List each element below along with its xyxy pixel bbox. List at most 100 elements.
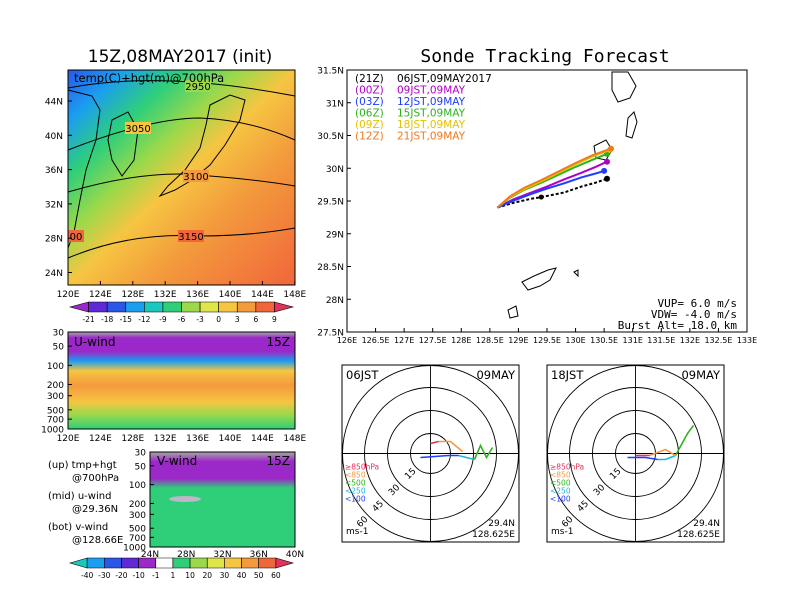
coastline-korea [107,111,139,177]
vwind-colorbar-swatch-11 [258,557,277,569]
hodo-level-0: ≥850hPa [345,463,379,472]
vwind-colorbar-label-10: 10 [185,571,195,580]
legend-time-00z: 09JST,09MAY [397,85,466,97]
map-lon-tick-136e: 136E [186,290,209,300]
vwind-colorbar-swatch-10 [241,557,259,569]
legend-time-21z: 06JST,09MAY2017 [397,73,492,85]
map-lat-tick-28n: 28N [45,235,63,245]
temp-colorbar-swatch-8 [218,301,238,313]
info-burst: Burst Alt= 18.0 km [618,319,738,332]
contour-label-bg-00 [68,230,84,242]
vwind-colorbar-swatch-4 [138,557,157,569]
island-small-2 [573,269,579,278]
hodo-lat-label: 29.4N [488,519,515,529]
legend-time-06z: 15JST,09MAY [397,108,466,120]
hodo-trace-2 [473,443,494,460]
hodo-level-0: ≥850hPa [550,463,584,472]
hodo-trace-1 [458,454,475,461]
map-lat-tick-44n: 44N [45,98,63,108]
vwind-colorbar-swatch-12 [275,557,295,569]
track-line-21z-06jst-09may2017 [497,177,608,209]
track-xtick-129e: 129E [508,336,528,345]
uwind-ytick-300: 300 [47,392,64,402]
vwind-colorbar: -40 -30 -20 -10 -1 1 10 20 30 40 50 60 [68,557,295,580]
map-lon-tick-140e: 140E [219,290,242,300]
temp-colorbar-label-15: -15 [120,315,132,324]
vwind-colorbar-label-60: 60 [271,571,281,580]
hodo-unit-label: ms-1 [551,527,573,537]
track-line-12z-21jst-09may [496,147,612,209]
track-series [496,145,614,209]
contour-label-00: 00 [70,232,83,243]
track-xtick-130e: 130E [565,336,585,345]
contour-label-3150: 3150 [178,232,203,243]
vwind-colorbar-swatch-9 [224,557,242,569]
uwind-ytick-500: 500 [47,406,64,416]
temp-colorbar-label-12: -12 [138,315,150,324]
right-title: Sonde Tracking Forecast [420,46,669,67]
legend-code-03z: (03Z) [355,96,384,108]
track-lon-ticks: 126E 126.5E 127E 127.5E 128E 128.5E 129E 129.5E… [337,328,757,345]
vwind-colorbar-label-20: 20 [202,571,212,580]
hodo-trace-1 [657,454,676,461]
temp-colorbar-swatch-0 [68,301,89,313]
contour-label-bg-3150 [178,230,204,242]
hodo-trace-0 [627,456,658,461]
track-xtick-127e: 127E [394,336,414,345]
height-contour-2950 [67,80,296,97]
vwind-ytick-30: 30 [135,449,147,459]
track-xtick-126-5e: 126.5E [362,336,390,345]
track-xtick-132e: 132E [680,336,700,345]
uwind-field [68,332,295,429]
contour-label-bg-2950 [185,80,211,92]
uwind-lon-ticks: 120E 124E 128E 132E 136E 140E 144E 148E [57,434,307,444]
hodo-level-2: <500 [550,479,571,488]
temp-colorbar-swatch-10 [255,301,275,313]
hodo-level-3: <250 [550,487,571,496]
vwind-xtick-28n: 28N [177,550,195,560]
legend-time-12z: 21JST,09MAY [397,131,466,143]
uwind-ytick-100: 100 [47,362,64,372]
map-lon-tick-132e: 132E [154,290,177,300]
island-top [611,71,637,103]
vwind-ytick-700: 700 [129,534,146,544]
vwind-label: V-wind [157,454,197,468]
map-lon-ticks: 120E 124E 128E 132E 136E 140E 144E 148E [57,281,307,300]
hodo-trace-4 [430,440,439,445]
uwind-ytick-200: 200 [47,381,64,391]
note-up-line1: (up) tmp+hgt [48,460,117,471]
track-ytick-29n: 29N [326,230,344,240]
map-lat-tick-24n: 24N [45,269,63,279]
vwind-ytick-100: 100 [129,481,146,491]
track-ytick-31n: 31N [326,99,344,109]
hodo-date-label: 09MAY [476,368,516,382]
temp-colorbar-swatch-9 [236,301,257,313]
hodo-time-label: 18JST [551,368,584,382]
vwind-colorbar-label-30: -30 [98,571,110,580]
panel-notes: (up) tmp+hgt @700hPa (mid) u-wind @29.36… [48,460,123,546]
legend-code-00z: (00Z) [355,85,384,97]
hodo-lon-label: 128.625E [677,530,720,540]
uwind-xtick-124e: 124E [89,434,112,444]
track-line-00z-09jst-09may [496,160,608,209]
vwind-xtick-36n: 36N [250,550,268,560]
track-legend: (21Z) 06JST,09MAY2017 (00Z) 09JST,09MAY (03Z… [355,73,492,143]
uwind-ytick-1000: 1000 [41,426,64,436]
temp-colorbar-label-0: 0 [216,315,221,324]
hodo-level-4: <100 [550,495,571,504]
hodo-level-3: <250 [345,487,366,496]
vwind-xtick-24n: 24N [141,550,159,560]
hodo-trace-2 [674,425,695,456]
contour-label-3050: 3050 [125,124,150,135]
track-xtick-129-5e: 129.5E [533,336,561,345]
hodo-trace-0 [420,454,459,459]
map-lat-tick-36n: 36N [45,166,63,176]
temp-colorbar-swatch-5 [162,301,182,313]
